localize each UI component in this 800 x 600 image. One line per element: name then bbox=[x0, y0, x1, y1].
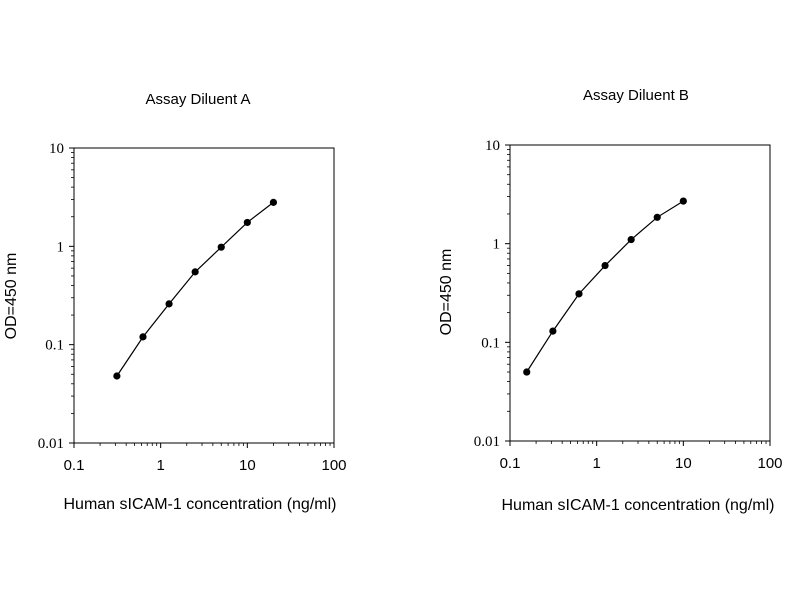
y-axis-label: OD=450 nm bbox=[438, 249, 455, 336]
y-tick-label: 1 bbox=[57, 239, 65, 255]
y-tick-label: 10 bbox=[485, 138, 500, 154]
data-point bbox=[679, 197, 687, 205]
data-point bbox=[523, 368, 531, 376]
x-tick-label: 10 bbox=[675, 455, 692, 472]
data-point bbox=[191, 268, 199, 276]
data-point bbox=[549, 327, 557, 335]
chart-title: Assay Diluent A bbox=[145, 91, 250, 108]
data-point bbox=[653, 213, 661, 221]
x-axis-label: Human sICAM-1 concentration (ng/ml) bbox=[502, 497, 775, 514]
y-tick-label: 0.01 bbox=[38, 436, 64, 452]
plot-frame bbox=[73, 147, 335, 444]
x-tick-label: 10 bbox=[239, 457, 256, 474]
plot-frame bbox=[509, 144, 771, 442]
x-tick-label: 0.1 bbox=[500, 455, 521, 472]
x-tick-label: 100 bbox=[757, 455, 782, 472]
data-point bbox=[243, 218, 251, 227]
x-tick-label: 1 bbox=[156, 457, 164, 474]
y-axis-label: OD=450 nm bbox=[3, 253, 20, 340]
data-point bbox=[113, 372, 121, 380]
data-point bbox=[217, 243, 225, 251]
data-point bbox=[627, 235, 635, 244]
y-tick-label: 1 bbox=[493, 237, 501, 253]
data-point bbox=[269, 198, 278, 206]
data-point bbox=[165, 300, 173, 308]
data-point bbox=[139, 333, 147, 341]
chart-assay-diluent-a: Assay Diluent A Human sICAM-1 concentrat… bbox=[3, 91, 347, 513]
y-tick-label: 0.01 bbox=[474, 434, 500, 450]
y-tick-label: 0.1 bbox=[45, 338, 64, 354]
x-tick-label: 0.1 bbox=[64, 457, 85, 474]
y-tick-label: 10 bbox=[49, 141, 64, 157]
data-point bbox=[575, 290, 583, 298]
chart-assay-diluent-b: Assay Diluent B Human sICAM-1 concentrat… bbox=[438, 87, 783, 514]
data-point bbox=[601, 261, 609, 270]
chart-title: Assay Diluent B bbox=[583, 87, 689, 104]
x-tick-label: 1 bbox=[592, 455, 600, 472]
x-tick-label: 100 bbox=[321, 457, 346, 474]
x-axis-label: Human sICAM-1 concentration (ng/ml) bbox=[64, 496, 337, 513]
y-tick-label: 0.1 bbox=[481, 335, 500, 351]
